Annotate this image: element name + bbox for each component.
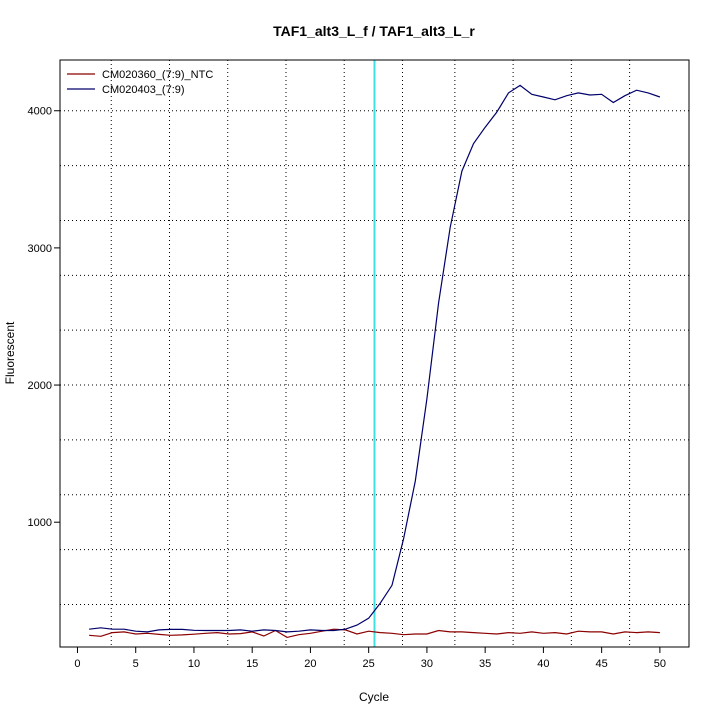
y-axis: 1000 2000 3000 4000 xyxy=(28,106,61,529)
x-tick-label-10: 50 xyxy=(654,658,666,670)
y-axis-label: Fluorescent xyxy=(3,321,17,384)
x-tick-label-7: 35 xyxy=(479,658,491,670)
x-tick-label-6: 30 xyxy=(421,658,433,670)
x-tick-label-0: 0 xyxy=(74,658,80,670)
grid xyxy=(60,60,689,647)
x-tick-label-1: 5 xyxy=(133,658,139,670)
x-tick-label-4: 20 xyxy=(304,658,316,670)
legend-label-1: CM020403_(7:9) xyxy=(102,84,185,96)
x-axis-label: Cycle xyxy=(359,690,389,704)
x-axis: 0 5 10 15 20 25 30 35 40 45 50 xyxy=(74,646,666,670)
series-lines xyxy=(89,84,661,639)
y-tick-label-2: 3000 xyxy=(28,243,52,255)
x-tick-label-9: 45 xyxy=(596,658,608,670)
y-tick-label-3: 4000 xyxy=(28,106,52,118)
x-tick-label-8: 40 xyxy=(537,658,549,670)
series-line-0 xyxy=(89,628,660,639)
series-line-1 xyxy=(89,84,661,633)
legend: CM020360_(7:9)_NTC CM020403_(7:9) xyxy=(67,69,213,96)
y-tick-label-1: 2000 xyxy=(28,380,52,392)
y-tick-label-0: 1000 xyxy=(28,517,52,529)
x-tick-label-3: 15 xyxy=(246,658,258,670)
legend-label-0: CM020360_(7:9)_NTC xyxy=(102,69,213,81)
x-tick-label-5: 25 xyxy=(363,658,375,670)
chart-title: TAF1_alt3_L_f / TAF1_alt3_L_r xyxy=(273,23,475,39)
x-tick-label-2: 10 xyxy=(188,658,200,670)
